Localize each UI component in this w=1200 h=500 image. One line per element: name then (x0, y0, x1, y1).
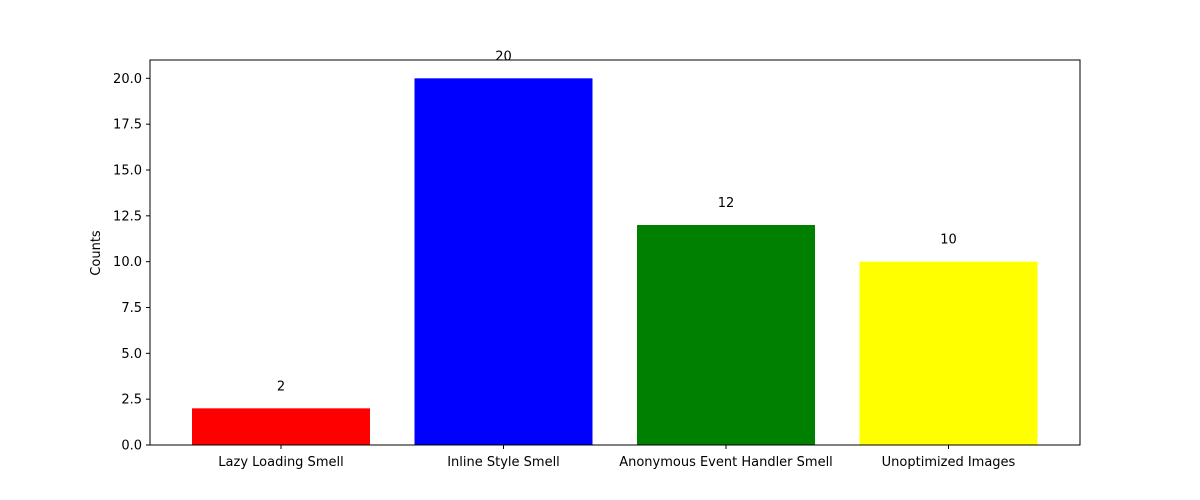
x-tick-label-0: Lazy Loading Smell (218, 455, 343, 470)
y-tick-label-7: 17.5 (113, 118, 142, 133)
x-tick-label-2: Anonymous Event Handler Smell (619, 455, 833, 470)
data-label-0: 2 (277, 379, 285, 394)
y-axis-label: Counts (89, 230, 104, 276)
x-tick-label-1: Inline Style Smell (447, 455, 560, 470)
y-tick-label-4: 10.0 (113, 255, 142, 270)
y-tick-label-3: 7.5 (121, 301, 142, 316)
data-label-1: 20 (495, 49, 512, 64)
bar-0 (192, 408, 370, 445)
data-label-3: 10 (940, 233, 957, 248)
bars-layer (192, 78, 1038, 445)
data-labels: 2 20 12 10 (277, 49, 957, 394)
bar-3 (859, 261, 1038, 445)
bar-2 (637, 225, 815, 445)
plot-frame (149, 59, 1081, 446)
y-tick-label-0: 0.0 (121, 439, 142, 454)
data-label-2: 12 (718, 196, 735, 211)
y-tick-label-2: 5.0 (121, 347, 142, 362)
x-axis-ticks: Lazy Loading Smell Inline Style Smell Anon… (218, 445, 1016, 470)
bar-1 (414, 78, 593, 445)
y-tick-label-8: 20.0 (113, 72, 142, 87)
y-tick-label-5: 12.5 (113, 209, 142, 224)
y-tick-label-6: 15.0 (113, 164, 142, 179)
y-axis-ticks: 0.0 2.5 5.0 7.5 10.0 12.5 15.0 17.5 20.0 (113, 72, 150, 454)
y-tick-label-1: 2.5 (121, 393, 142, 408)
x-tick-label-3: Unoptimized Images (882, 455, 1016, 470)
